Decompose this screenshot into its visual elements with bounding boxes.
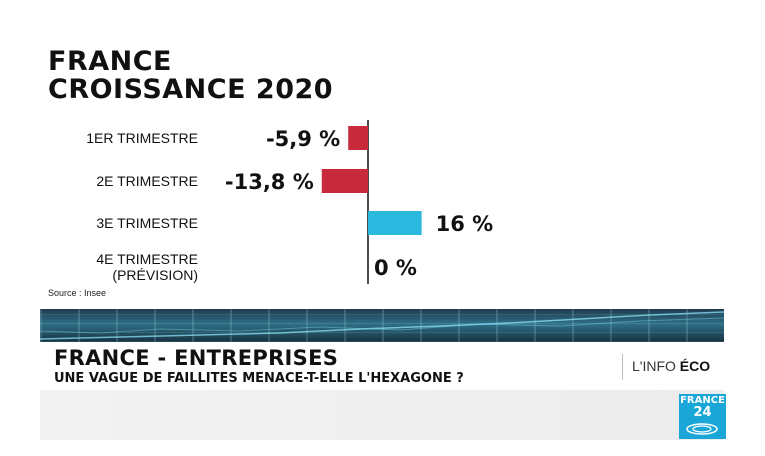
category-label-line: (PRÉVISION) — [112, 267, 198, 283]
logo-wave-icon — [686, 423, 718, 435]
logo-line2: 24 — [693, 405, 712, 420]
bar-negative — [348, 126, 368, 150]
banner-trend-line — [40, 311, 724, 340]
category-label: 1ER TRIMESTRE — [86, 130, 198, 146]
value-label: -13,8 % — [225, 170, 314, 194]
category-label: 4E TRIMESTRE (PRÉVISION) — [96, 251, 198, 283]
bar-positive — [368, 211, 422, 235]
category-label-line: 3E TRIMESTRE — [96, 215, 198, 231]
banner-subheadline: UNE VAGUE DE FAILLITES MENACE-T-ELLE L'H… — [54, 371, 464, 386]
value-label: -5,9 % — [266, 127, 340, 151]
category-label-line: 4E TRIMESTRE — [96, 251, 198, 267]
program-tag: L'INFO ÉCO — [632, 358, 710, 374]
banner-headline: FRANCE - ENTREPRISES — [54, 346, 339, 370]
category-label-line: 1ER TRIMESTRE — [86, 130, 198, 146]
category-label-line: 2E TRIMESTRE — [96, 173, 198, 189]
lower-third: FRANCE - ENTREPRISES UNE VAGUE DE FAILLI… — [40, 342, 726, 440]
chart-title: FRANCE CROISSANCE 2020 — [48, 48, 333, 104]
category-label: 3E TRIMESTRE — [96, 215, 198, 231]
program-tag-prefix: L'INFO — [632, 358, 680, 374]
lower-third-shade — [40, 390, 724, 440]
growth-bar-chart: 1ER TRIMESTRE -5,9 % 2E TRIMESTRE -13,8 % 3E… — [86, 120, 494, 284]
chart-title-line1: FRANCE — [48, 46, 172, 77]
chart-source: Source : Insee — [48, 288, 107, 298]
market-banner-image — [40, 309, 724, 342]
value-label: 0 % — [374, 256, 417, 280]
chart-title-line2: CROISSANCE 2020 — [48, 74, 334, 105]
logo-line1: FRANCE — [680, 395, 725, 406]
france24-logo: FRANCE 24 — [679, 394, 726, 439]
bar-negative — [321, 169, 368, 193]
france24-logo-text: FRANCE 24 — [679, 395, 726, 419]
tag-divider — [622, 354, 623, 380]
program-tag-bold: ÉCO — [679, 358, 711, 374]
category-label: 2E TRIMESTRE — [96, 173, 198, 189]
value-label: 16 % — [436, 212, 494, 236]
